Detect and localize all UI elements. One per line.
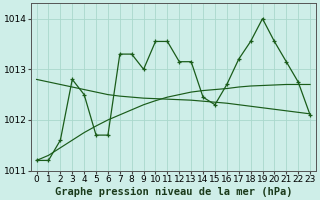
X-axis label: Graphe pression niveau de la mer (hPa): Graphe pression niveau de la mer (hPa) — [55, 186, 292, 197]
